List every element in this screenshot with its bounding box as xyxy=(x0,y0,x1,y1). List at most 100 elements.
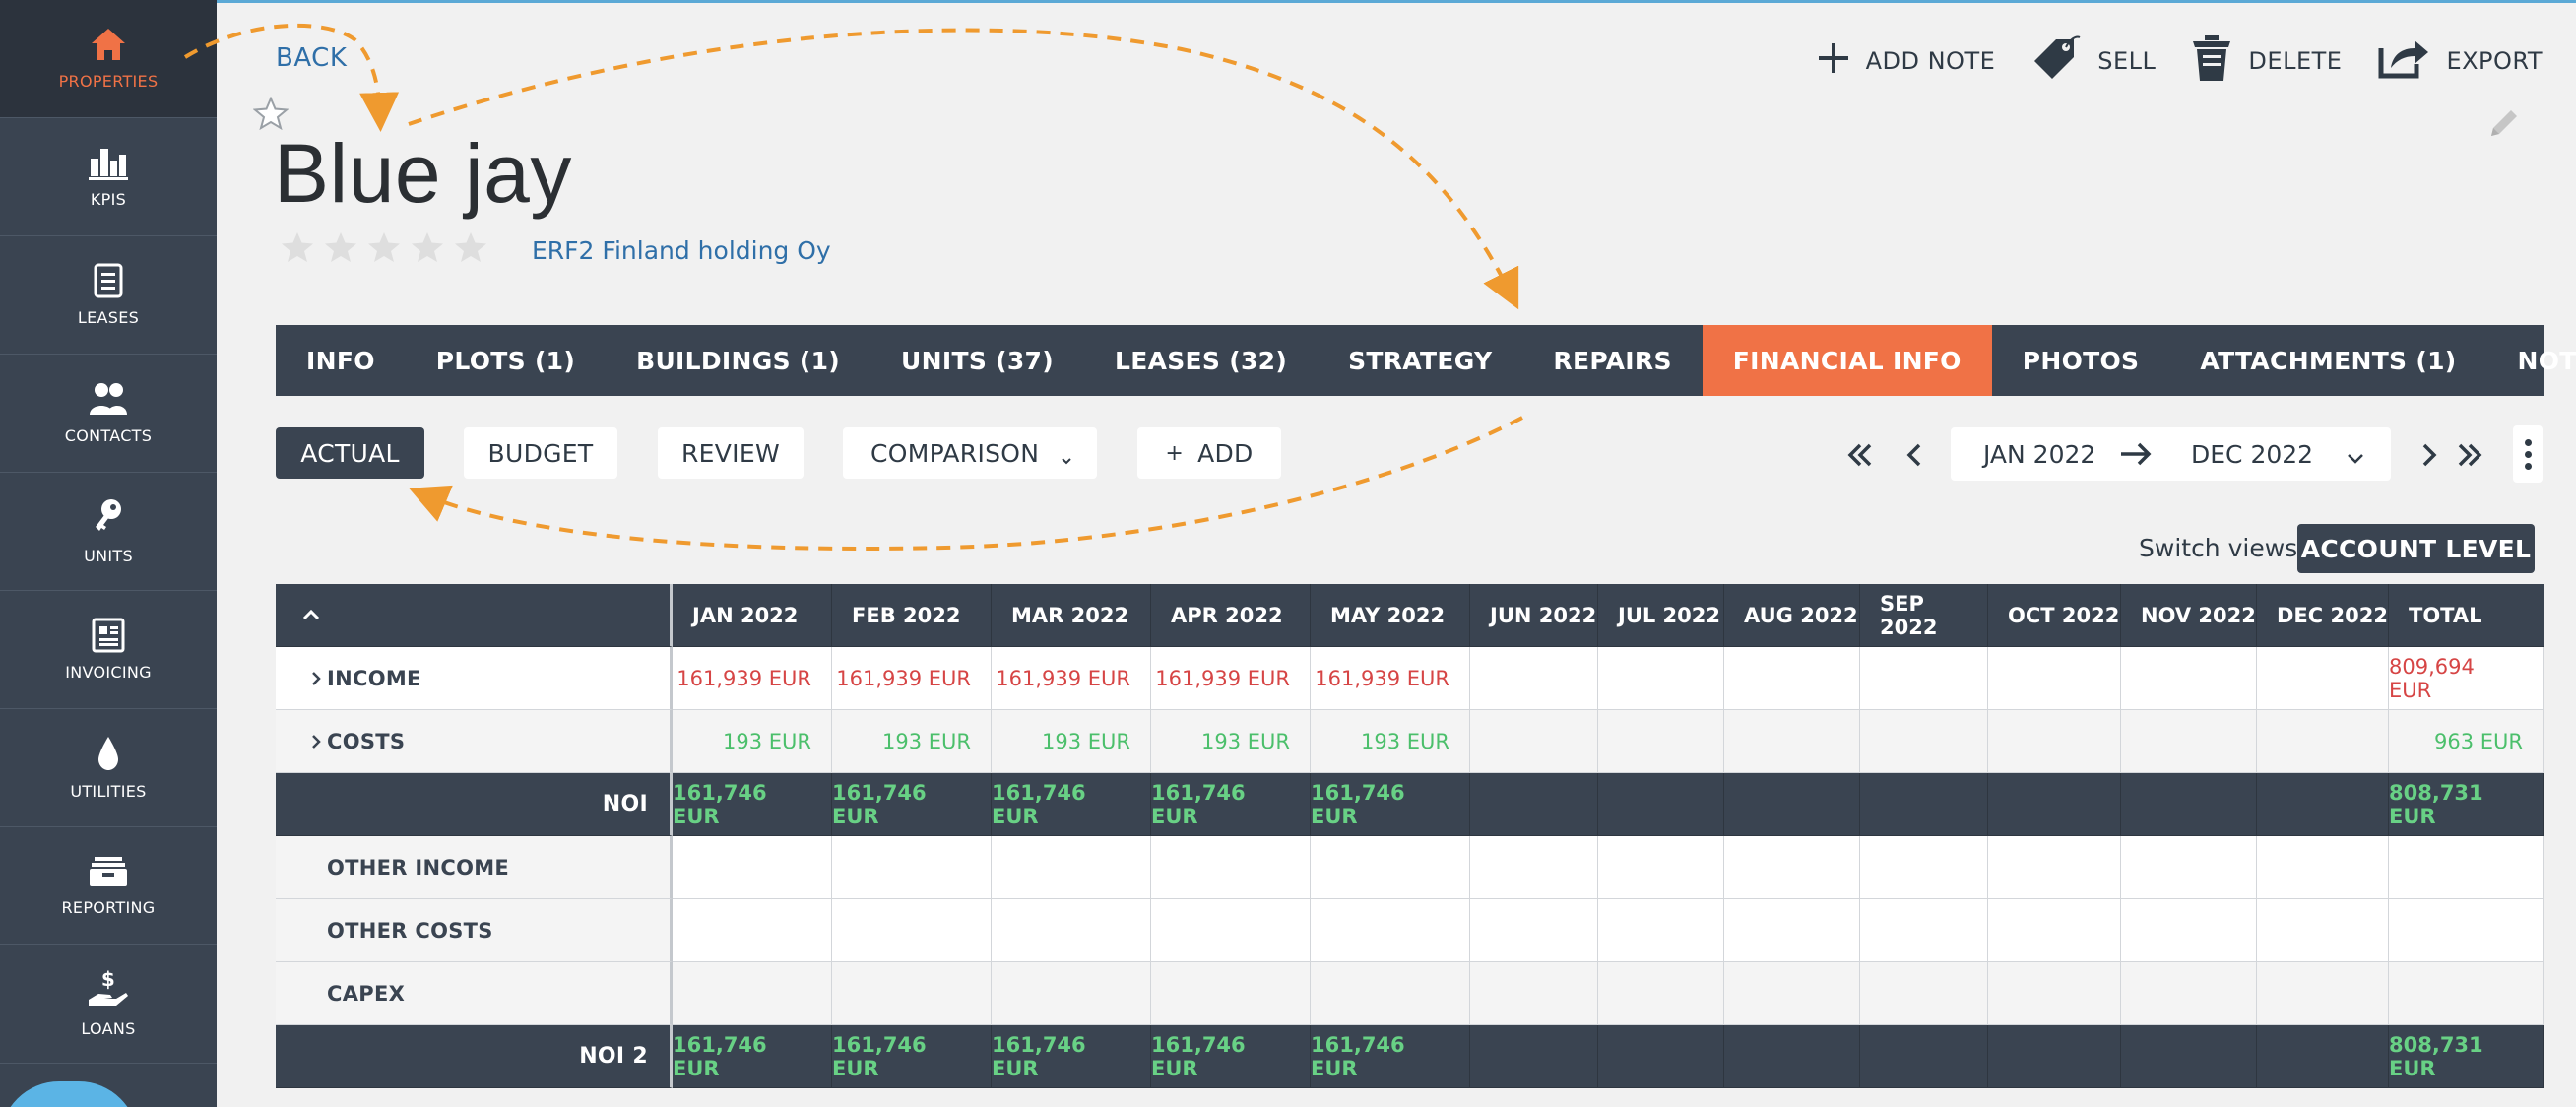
table-row: COSTS 193 EUR 193 EUR 193 EUR 193 EUR 19… xyxy=(276,710,2544,773)
collapse-all-cell[interactable] xyxy=(276,584,673,647)
trash-icon xyxy=(2191,33,2232,89)
tab-repairs[interactable]: REPAIRS xyxy=(1553,346,1672,375)
sidebar-item-label: REPORTING xyxy=(61,898,156,917)
rating-star-icon[interactable] xyxy=(453,230,488,264)
rating-star-icon[interactable] xyxy=(366,230,402,264)
column-header: JUL 2022 xyxy=(1598,584,1724,647)
help-bubble[interactable] xyxy=(0,1081,138,1107)
sidebar-item-properties[interactable]: PROPERTIES xyxy=(0,0,217,118)
export-button[interactable]: EXPORT xyxy=(2377,36,2543,86)
dollar-hand-icon: $ xyxy=(87,970,130,1009)
rating-star-icon[interactable] xyxy=(280,230,315,264)
sidebar-item-label: INVOICING xyxy=(65,663,152,682)
tab-buildings[interactable]: BUILDINGS (1) xyxy=(636,346,841,375)
last-page-icon[interactable] xyxy=(2454,439,2485,475)
sidebar-item-kpis[interactable]: KPIS xyxy=(0,118,217,236)
financial-table: JAN 2022 FEB 2022 MAR 2022 APR 2022 MAY … xyxy=(276,584,2544,1088)
table-cell xyxy=(2257,710,2389,773)
star-rating[interactable] xyxy=(280,230,488,264)
more-options-icon[interactable] xyxy=(2513,425,2543,483)
tab-info[interactable]: INFO xyxy=(306,346,375,375)
previous-page-icon[interactable] xyxy=(1903,439,1927,475)
invoice-icon xyxy=(92,618,125,653)
row-label-capex: CAPEX xyxy=(276,962,673,1025)
sidebar-item-utilities[interactable]: UTILITIES xyxy=(0,709,217,827)
sidebar: PROPERTIES KPIS LEASES CONTACTS UNITS IN… xyxy=(0,0,217,1107)
table-cell xyxy=(1151,962,1311,1025)
sidebar-item-reporting[interactable]: REPORTING xyxy=(0,827,217,945)
row-label-costs[interactable]: COSTS xyxy=(276,710,673,773)
next-page-icon[interactable] xyxy=(2416,439,2440,475)
add-button[interactable]: + ADD xyxy=(1137,427,1281,479)
chevron-right-icon[interactable] xyxy=(309,732,323,755)
table-cell xyxy=(2121,899,2257,962)
table-row: OTHER INCOME xyxy=(276,836,2544,899)
table-cell xyxy=(1724,773,1860,836)
delete-button[interactable]: DELETE xyxy=(2191,33,2342,89)
tab-strategy[interactable]: STRATEGY xyxy=(1348,346,1493,375)
comparison-dropdown[interactable]: COMPARISON xyxy=(843,427,1097,479)
sidebar-item-label: UTILITIES xyxy=(70,782,147,801)
table-cell xyxy=(1311,899,1470,962)
tab-plots[interactable]: PLOTS (1) xyxy=(435,346,576,375)
table-cell xyxy=(1724,962,1860,1025)
tab-attachments[interactable]: ATTACHMENTS (1) xyxy=(2200,346,2457,375)
sidebar-item-contacts[interactable]: CONTACTS xyxy=(0,355,217,473)
tab-leases[interactable]: LEASES (32) xyxy=(1114,346,1288,375)
sidebar-item-loans[interactable]: $ LOANS xyxy=(0,945,217,1064)
first-page-icon[interactable] xyxy=(1844,439,1876,475)
table-cell xyxy=(1598,710,1724,773)
company-link[interactable]: ERF2 Finland holding Oy xyxy=(532,236,831,265)
table-cell xyxy=(2257,1025,2389,1088)
column-header: OCT 2022 xyxy=(1988,584,2121,647)
edit-pencil-icon[interactable] xyxy=(2487,106,2521,144)
add-note-button[interactable]: ADD NOTE xyxy=(1817,41,1996,81)
column-header: NOV 2022 xyxy=(2121,584,2257,647)
rating-star-icon[interactable] xyxy=(323,230,358,264)
table-cell xyxy=(1988,836,2121,899)
tab-financial-info[interactable]: FINANCIAL INFO xyxy=(1702,325,1992,396)
comparison-label: COMPARISON xyxy=(870,438,1040,468)
table-cell xyxy=(2389,962,2544,1025)
table-cell xyxy=(1151,899,1311,962)
sidebar-item-units[interactable]: UNITS xyxy=(0,473,217,591)
back-link[interactable]: BACK xyxy=(276,43,348,73)
tab-units[interactable]: UNITS (37) xyxy=(901,346,1054,375)
chevron-right-icon[interactable] xyxy=(309,669,323,692)
table-cell xyxy=(673,962,832,1025)
row-label-income[interactable]: INCOME xyxy=(276,647,673,710)
switch-views-label: Switch views: xyxy=(2139,534,2306,562)
date-to[interactable]: DEC 2022 xyxy=(2191,439,2314,469)
tab-photos[interactable]: PHOTOS xyxy=(2022,346,2140,375)
review-button[interactable]: REVIEW xyxy=(658,427,804,479)
sidebar-item-label: LOANS xyxy=(81,1019,136,1038)
date-from[interactable]: JAN 2022 xyxy=(1983,439,2096,469)
table-cell xyxy=(1470,647,1598,710)
rating-star-icon[interactable] xyxy=(410,230,445,264)
row-label-noi-2: NOI 2 xyxy=(276,1025,673,1088)
sidebar-item-invoicing[interactable]: INVOICING xyxy=(0,591,217,709)
table-cell xyxy=(1311,836,1470,899)
svg-text:$: $ xyxy=(101,970,115,991)
chevron-up-icon[interactable] xyxy=(301,604,321,627)
table-row: OTHER COSTS xyxy=(276,899,2544,962)
table-cell xyxy=(2121,836,2257,899)
table-cell: 193 EUR xyxy=(832,710,992,773)
date-range-picker[interactable]: JAN 2022 DEC 2022 xyxy=(1951,427,2391,481)
table-cell: 161,746 EUR xyxy=(1311,773,1470,836)
actual-button[interactable]: ACTUAL xyxy=(276,427,424,479)
add-label: ADD xyxy=(1197,438,1254,468)
export-icon xyxy=(2377,36,2430,86)
sell-button[interactable]: SELL xyxy=(2030,33,2156,89)
budget-button[interactable]: BUDGET xyxy=(464,427,617,479)
drop-icon xyxy=(96,735,121,772)
archive-box-icon xyxy=(89,855,128,888)
sidebar-item-leases[interactable]: LEASES xyxy=(0,236,217,355)
table-cell xyxy=(2257,899,2389,962)
column-header: FEB 2022 xyxy=(832,584,992,647)
account-level-button[interactable]: ACCOUNT LEVEL xyxy=(2297,524,2535,573)
table-cell xyxy=(1860,773,1988,836)
price-tag-icon xyxy=(2030,33,2082,89)
table-cell xyxy=(1988,1025,2121,1088)
